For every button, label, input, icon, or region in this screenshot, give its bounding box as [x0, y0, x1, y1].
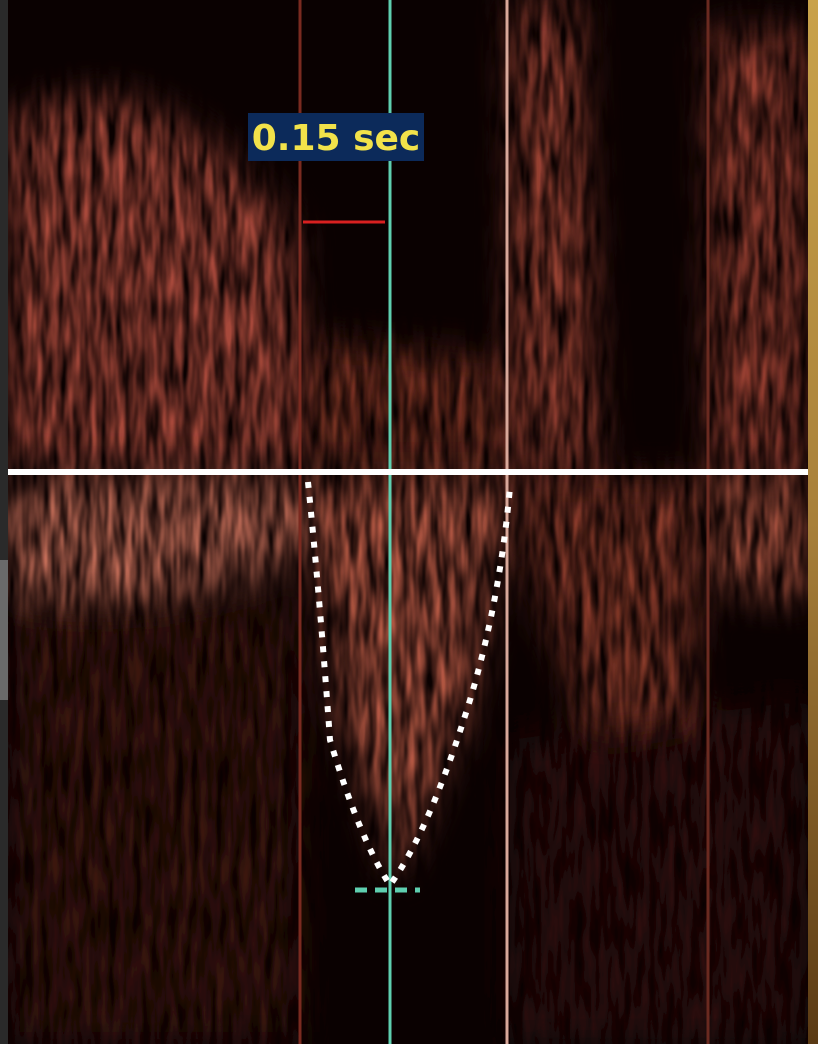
right-edge: [808, 0, 818, 1044]
left-edge: [0, 0, 8, 1044]
left-panel: [0, 560, 8, 700]
time-label: 0.15 sec: [252, 118, 421, 159]
doppler-screenshot: 0.15 sec: [0, 0, 818, 1044]
